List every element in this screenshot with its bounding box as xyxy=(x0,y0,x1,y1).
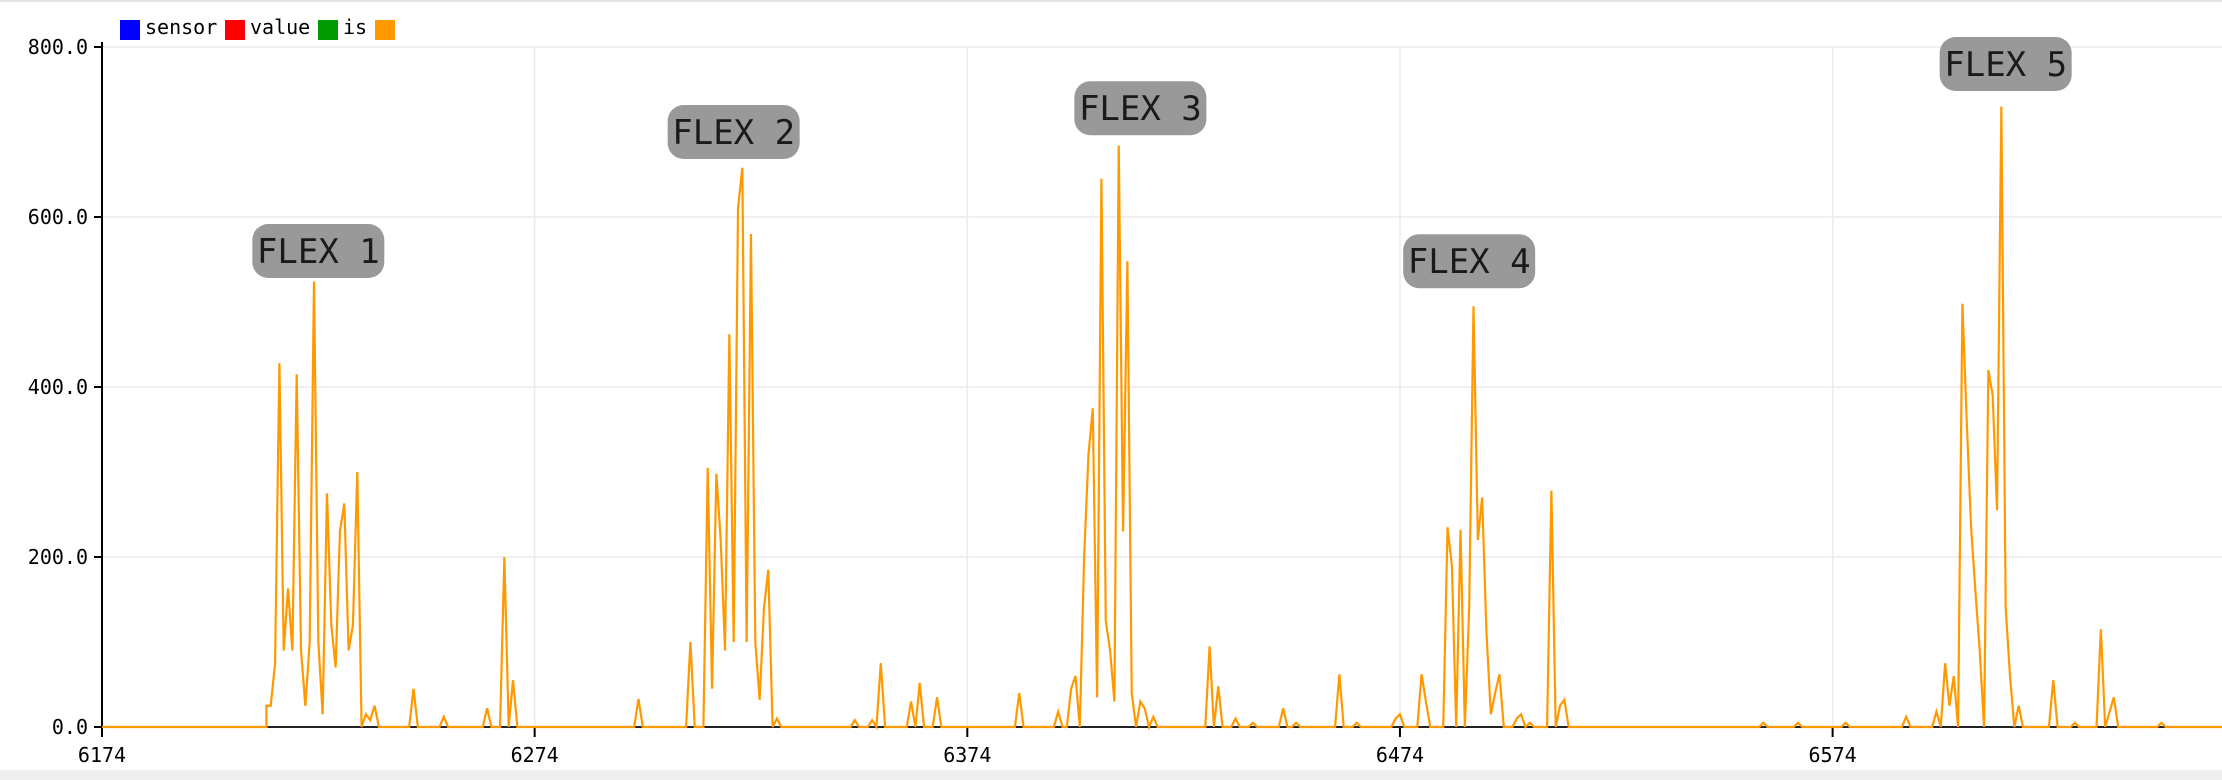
annotation-label: FLEX 2 xyxy=(672,113,795,153)
annotation-box xyxy=(1939,37,2072,91)
annotations: FLEX 1 FLEX 2 FLEX 3 FLEX 4 FLEX 5 xyxy=(252,37,2072,289)
y-tick-label: 400.0 xyxy=(28,375,88,399)
bottom-strip xyxy=(0,770,2222,780)
legend-swatch xyxy=(375,20,395,40)
y-tick-label: 600.0 xyxy=(28,205,88,229)
grid-lines xyxy=(101,46,2222,728)
y-tick-label: 200.0 xyxy=(28,545,88,569)
annotation-label: FLEX 5 xyxy=(1944,45,2067,85)
x-axis-ticks: 6174 6274 6374 6474 6574 xyxy=(78,727,1857,767)
x-tick-label: 6174 xyxy=(78,743,126,767)
annotation-box xyxy=(1403,234,1536,289)
y-tick-label: 0.0 xyxy=(52,715,88,739)
legend-label: sensor xyxy=(145,15,217,39)
legend-swatch xyxy=(318,20,338,40)
axes xyxy=(101,42,2222,728)
series-lines xyxy=(102,106,2222,731)
y-axis-ticks: 0.0 200.0 400.0 600.0 800.0 xyxy=(28,35,102,739)
annotation-label: FLEX 4 xyxy=(1408,242,1531,282)
x-tick-label: 6574 xyxy=(1809,743,1857,767)
annotation-box xyxy=(252,224,385,278)
legend-swatch xyxy=(120,20,140,40)
x-tick-label: 6374 xyxy=(943,743,991,767)
x-tick-label: 6274 xyxy=(511,743,559,767)
x-tick-label: 6474 xyxy=(1376,743,1424,767)
top-border xyxy=(0,0,2222,2)
y-tick-label: 800.0 xyxy=(28,35,88,59)
legend-label: is xyxy=(343,15,367,39)
annotation-label: FLEX 1 xyxy=(257,232,380,272)
legend-swatch xyxy=(225,20,245,40)
legend: sensor value is xyxy=(120,15,395,40)
legend-label: value xyxy=(250,15,310,39)
series-line xyxy=(102,106,2222,731)
annotation-box xyxy=(1074,81,1207,136)
annotation-label: FLEX 3 xyxy=(1079,89,1202,129)
annotation-box xyxy=(667,105,800,159)
